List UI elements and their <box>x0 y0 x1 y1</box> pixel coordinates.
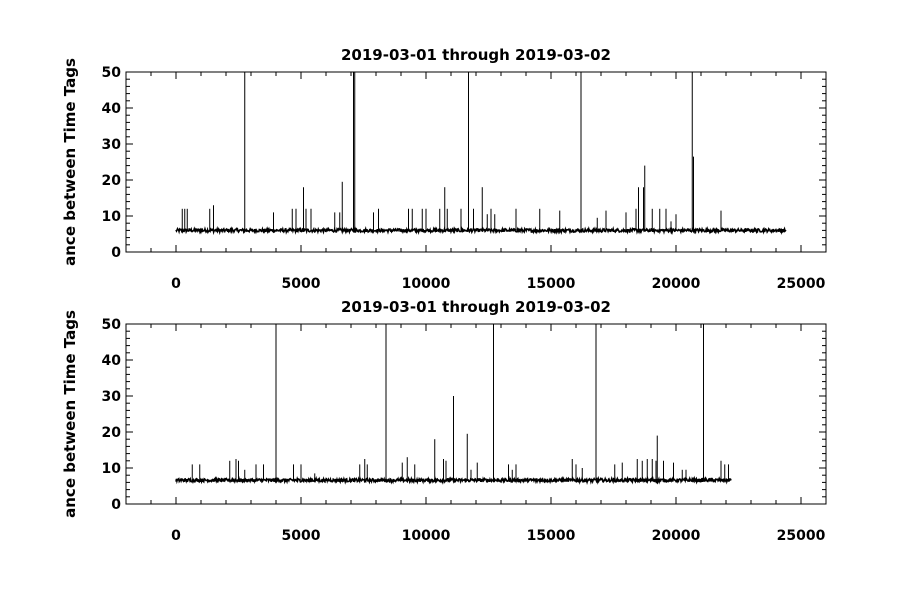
y-tick-label: 30 <box>102 137 122 153</box>
x-tick-label: 5000 <box>282 276 321 292</box>
axes: 0 5000 10000 15000 20000 25000 0 10 20 30 40 50 <box>102 65 827 292</box>
series-baseline <box>175 225 787 236</box>
y-tick-label: 50 <box>102 65 122 81</box>
x-tick-label: 25000 <box>777 528 826 544</box>
y-tick-label: 0 <box>111 245 121 261</box>
x-tick-label: 20000 <box>652 528 701 544</box>
x-tick-label: 10000 <box>402 276 451 292</box>
series-baseline <box>175 475 732 486</box>
plot-area <box>175 324 732 486</box>
chart-title: 2019-03-01 through 2019-03-02 <box>341 298 611 316</box>
plot-area <box>175 72 787 236</box>
y-tick-label: 40 <box>102 101 122 117</box>
x-tick-label: 5000 <box>282 528 321 544</box>
y-tick-label: 40 <box>102 353 122 369</box>
y-tick-label: 30 <box>102 389 122 405</box>
y-tick-label: 10 <box>102 209 122 225</box>
y-tick-label: 0 <box>111 497 121 513</box>
x-tick-label: 20000 <box>652 276 701 292</box>
x-tick-label: 25000 <box>777 276 826 292</box>
x-tick-label: 0 <box>171 528 181 544</box>
y-tick-label: 50 <box>102 317 122 333</box>
y-axis-label: ance between Time Tags <box>61 310 79 518</box>
y-tick-label: 20 <box>102 173 122 189</box>
x-tick-label: 15000 <box>527 276 576 292</box>
y-tick-label: 20 <box>102 425 122 441</box>
axes: 0 5000 10000 15000 20000 25000 0 10 20 30 40 50 <box>102 317 827 544</box>
chart-title: 2019-03-01 through 2019-03-02 <box>341 46 611 64</box>
x-tick-label: 0 <box>171 276 181 292</box>
x-tick-label: 15000 <box>527 528 576 544</box>
y-tick-label: 10 <box>102 461 122 477</box>
chart-panel-bottom: 2019-03-01 through 2019-03-02 ance betwe… <box>61 298 827 544</box>
x-tick-label: 10000 <box>402 528 451 544</box>
chart-panel-top: 2019-03-01 through 2019-03-02 ance betwe… <box>61 46 827 292</box>
y-axis-label: ance between Time Tags <box>61 58 79 266</box>
